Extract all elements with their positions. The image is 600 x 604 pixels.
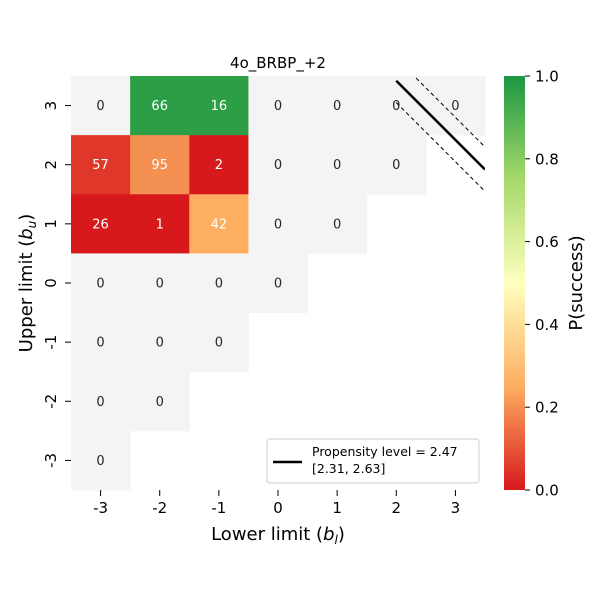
heatmap-cell xyxy=(189,76,249,136)
x-tick-label: -3 xyxy=(93,499,108,517)
heatmap-cell xyxy=(248,253,308,313)
chart-title: 4o_BRBP_+2 xyxy=(230,54,326,73)
colorbar-tick-label: 0.2 xyxy=(535,399,559,417)
cell-count-label: 0 xyxy=(156,395,164,410)
cell-count-label: 0 xyxy=(96,276,104,291)
cell-count-label: 66 xyxy=(151,99,168,114)
heatmap-cell xyxy=(366,135,427,195)
heatmap-cell xyxy=(189,135,249,195)
legend-ci: [2.31, 2.63] xyxy=(312,461,385,476)
x-tick-label: -1 xyxy=(211,499,226,517)
cell-count-label: 0 xyxy=(274,276,282,291)
colorbar-label: P(success) xyxy=(566,235,587,330)
y-tick-label: 0 xyxy=(42,278,60,288)
propensity-line xyxy=(395,79,485,171)
cell-count-label: 0 xyxy=(451,99,459,114)
cell-count-label: 0 xyxy=(156,336,164,351)
propensity-lines xyxy=(395,76,485,192)
y-tick-label: -3 xyxy=(42,453,60,468)
cell-count-label: 16 xyxy=(211,99,228,114)
colorbar-tick-label: 0.8 xyxy=(535,150,559,168)
heatmap-cell xyxy=(130,76,190,136)
heatmap-cells: 0 66 16 0 0 0 0 57 95 2 0 0 0 26 1 42 0 0 0 0 0 0 0 0 0 0 0 0 xyxy=(71,76,486,491)
cell-count-label: 0 xyxy=(274,99,282,114)
colorbar: 0.0 0.2 0.4 0.6 0.8 1.0 P(success) xyxy=(504,68,587,500)
legend: Propensity level = 2.47 [2.31, 2.63] xyxy=(266,438,480,484)
x-tick-label: 1 xyxy=(332,499,342,517)
cell-count-label: 0 xyxy=(215,336,223,351)
cell-count-label: 0 xyxy=(274,158,282,173)
legend-box xyxy=(266,438,480,484)
heatmap-cell xyxy=(248,135,308,195)
heatmap-cell xyxy=(307,76,368,136)
cell-count-label: 1 xyxy=(156,217,164,232)
legend-label: Propensity level = 2.47 xyxy=(312,444,458,459)
heatmap-cell xyxy=(130,194,190,254)
heatmap-cell xyxy=(189,194,249,254)
cell-count-label: 95 xyxy=(151,158,168,173)
heatmap-cell xyxy=(130,371,190,432)
cell-count-label: 0 xyxy=(274,217,282,232)
heatmap-cell xyxy=(366,76,427,136)
y-tick-label: -2 xyxy=(42,394,60,409)
cell-count-label: 0 xyxy=(96,336,104,351)
cell-count-label: 57 xyxy=(92,158,109,173)
cell-count-label: 0 xyxy=(392,99,400,114)
x-tick-label: -2 xyxy=(152,499,167,517)
cell-count-label: 26 xyxy=(92,217,109,232)
y-tick-label: -1 xyxy=(42,335,60,350)
heatmap-cell xyxy=(71,135,131,195)
heatmap-cell xyxy=(425,76,486,136)
cell-count-label: 0 xyxy=(333,99,341,114)
cell-count-label: 0 xyxy=(392,158,400,173)
heatmap-cell xyxy=(71,253,131,313)
y-axis-label: Upper limit (bu) xyxy=(16,214,39,353)
cell-count-label: 0 xyxy=(96,395,104,410)
cell-count-label: 0 xyxy=(156,276,164,291)
heatmap-cell xyxy=(71,430,131,491)
heatmap-cell xyxy=(248,194,308,254)
x-tick-label: 2 xyxy=(391,499,401,517)
heatmap-cell xyxy=(71,371,131,432)
y-tick-label: 2 xyxy=(42,160,60,170)
heatmap-cell xyxy=(130,135,190,195)
heatmap-cell xyxy=(71,312,131,373)
y-tick-label: 1 xyxy=(42,219,60,229)
x-tick-label: 0 xyxy=(273,499,283,517)
x-tick-label: 3 xyxy=(451,499,461,517)
colorbar-tick-label: 1.0 xyxy=(535,68,559,86)
heatmap-cell xyxy=(189,253,249,313)
x-axis-label: Lower limit (bl) xyxy=(211,524,345,547)
heatmap-cell xyxy=(130,312,190,373)
cell-count-label: 0 xyxy=(333,158,341,173)
heatmap-cell xyxy=(71,194,131,254)
y-tick-label: 3 xyxy=(42,101,60,111)
axes: -3 -2 -1 0 1 2 3 3 2 1 0 -1 -2 -3 xyxy=(42,101,460,517)
colorbar-ticks: 0.0 0.2 0.4 0.6 0.8 1.0 xyxy=(525,68,559,500)
cell-count-label: 0 xyxy=(215,276,223,291)
heatmap-cell xyxy=(248,76,308,136)
cell-count-label: 2 xyxy=(215,158,223,173)
cell-count-label: 42 xyxy=(211,217,228,232)
colorbar-tick-label: 0.4 xyxy=(535,316,559,334)
cell-count-label: 0 xyxy=(96,454,104,469)
heatmap-cell xyxy=(130,253,190,313)
heatmap-cell xyxy=(71,76,131,136)
heatmap-cell xyxy=(307,135,368,195)
cell-count-label: 0 xyxy=(333,217,341,232)
cell-count-label: 0 xyxy=(96,99,104,114)
colorbar-tick-label: 0.0 xyxy=(535,482,559,500)
heatmap-cell xyxy=(189,312,249,373)
colorbar-tick-label: 0.6 xyxy=(535,233,559,251)
heatmap-cell xyxy=(307,194,368,254)
colorbar-gradient xyxy=(504,76,525,490)
